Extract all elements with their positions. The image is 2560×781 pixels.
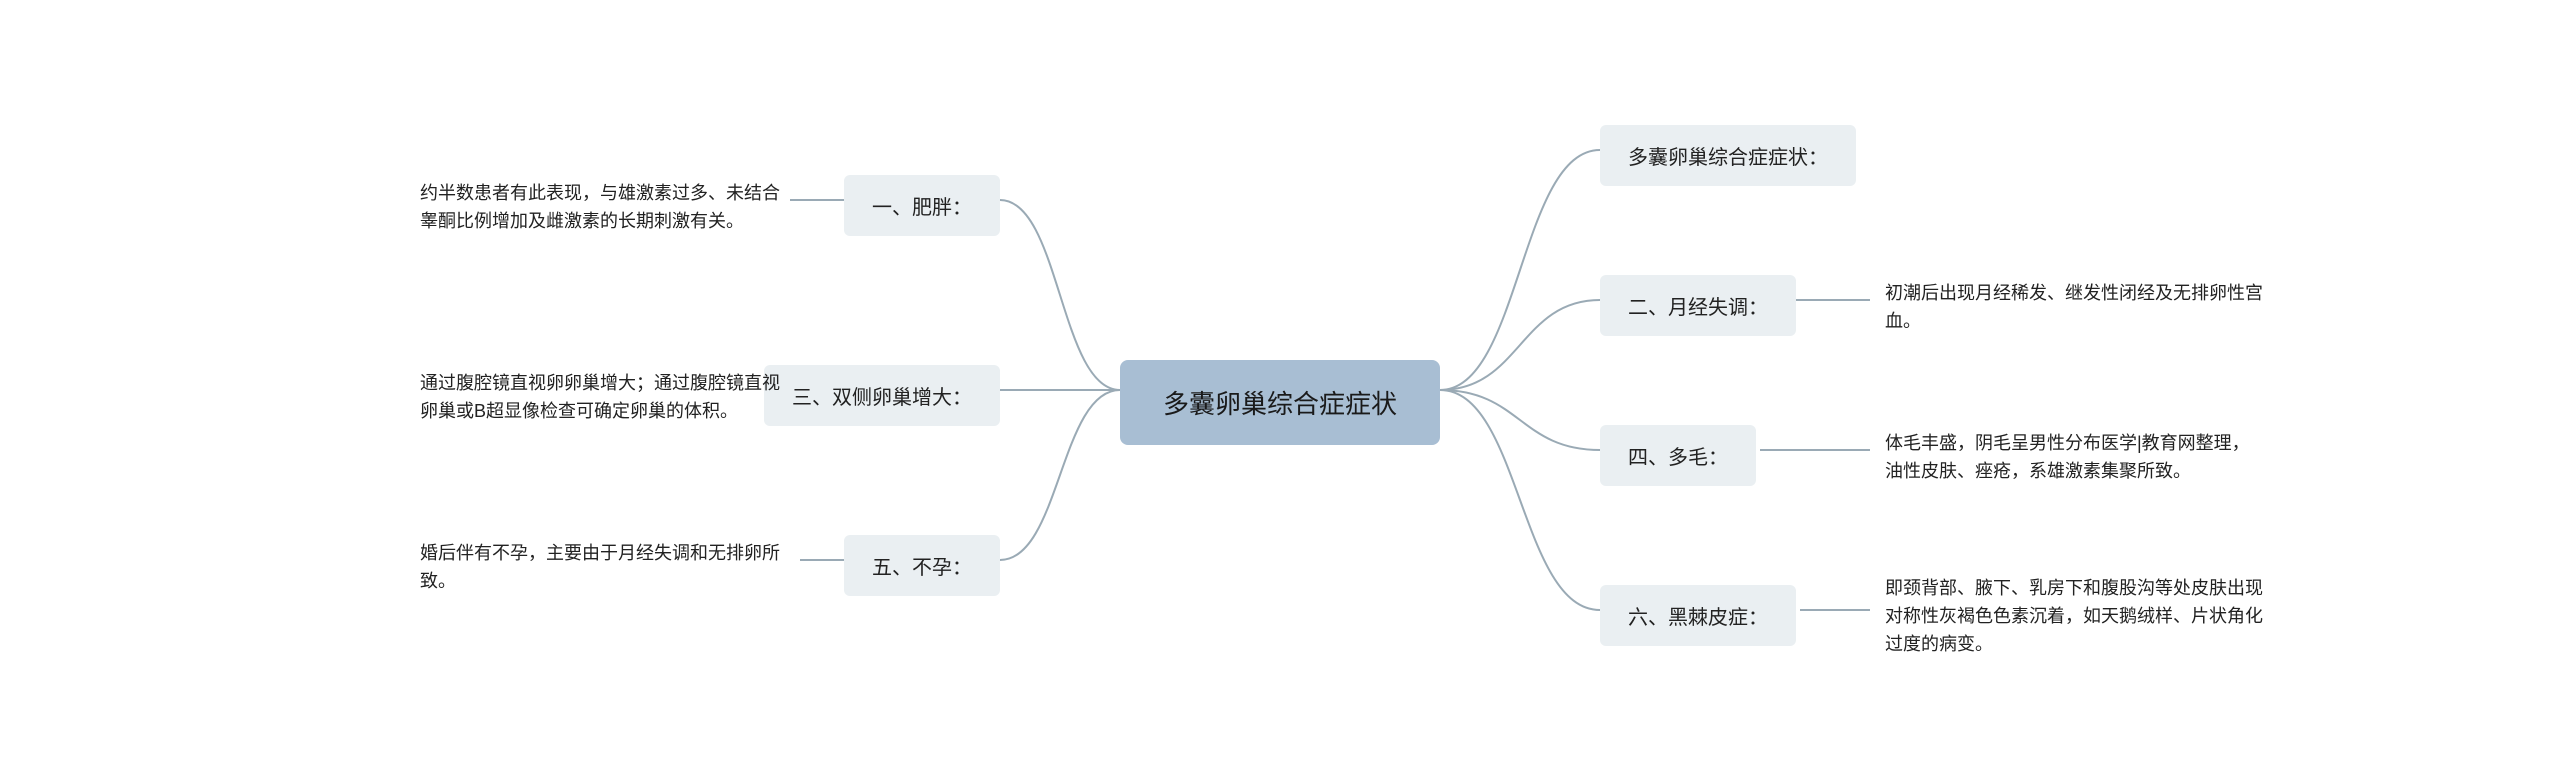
left-branch-3: 五、不孕： [844,535,1000,596]
left-desc-3: 婚后伴有不孕，主要由于月经失调和无排卵所致。 [420,540,790,596]
left-desc-2: 通过腹腔镜直视卵卵巢增大；通过腹腔镜直视卵巢或B超显像检查可确定卵巢的体积。 [420,370,790,426]
left-branch-2-label: 三、双侧卵巢增大： [792,381,972,410]
right-branch-3: 四、多毛： [1600,425,1756,486]
right-branch-1: 多囊卵巢综合症症状： [1600,125,1856,186]
right-branch-4-label: 六、黑棘皮症： [1628,601,1768,630]
left-desc-1: 约半数患者有此表现，与雄激素过多、未结合睾酮比例增加及雌激素的长期刺激有关。 [420,180,790,236]
left-branch-3-label: 五、不孕： [872,551,972,580]
left-branch-1: 一、肥胖： [844,175,1000,236]
right-desc-4: 即颈背部、腋下、乳房下和腹股沟等处皮肤出现对称性灰褐色色素沉着，如天鹅绒样、片状… [1885,575,2265,659]
left-branch-1-label: 一、肥胖： [872,191,972,220]
right-desc-3: 体毛丰盛，阴毛呈男性分布医学|教育网整理，油性皮肤、痤疮，系雄激素集聚所致。 [1885,430,2265,486]
right-branch-2: 二、月经失调： [1600,275,1796,336]
right-branch-1-label: 多囊卵巢综合症症状： [1628,141,1828,170]
right-branch-3-label: 四、多毛： [1628,441,1728,470]
center-node: 多囊卵巢综合症症状 [1120,360,1440,445]
left-branch-2: 三、双侧卵巢增大： [764,365,1000,426]
right-branch-4: 六、黑棘皮症： [1600,585,1796,646]
right-desc-2: 初潮后出现月经稀发、继发性闭经及无排卵性宫血。 [1885,280,2265,336]
center-label: 多囊卵巢综合症症状 [1163,384,1397,421]
right-branch-2-label: 二、月经失调： [1628,291,1768,320]
